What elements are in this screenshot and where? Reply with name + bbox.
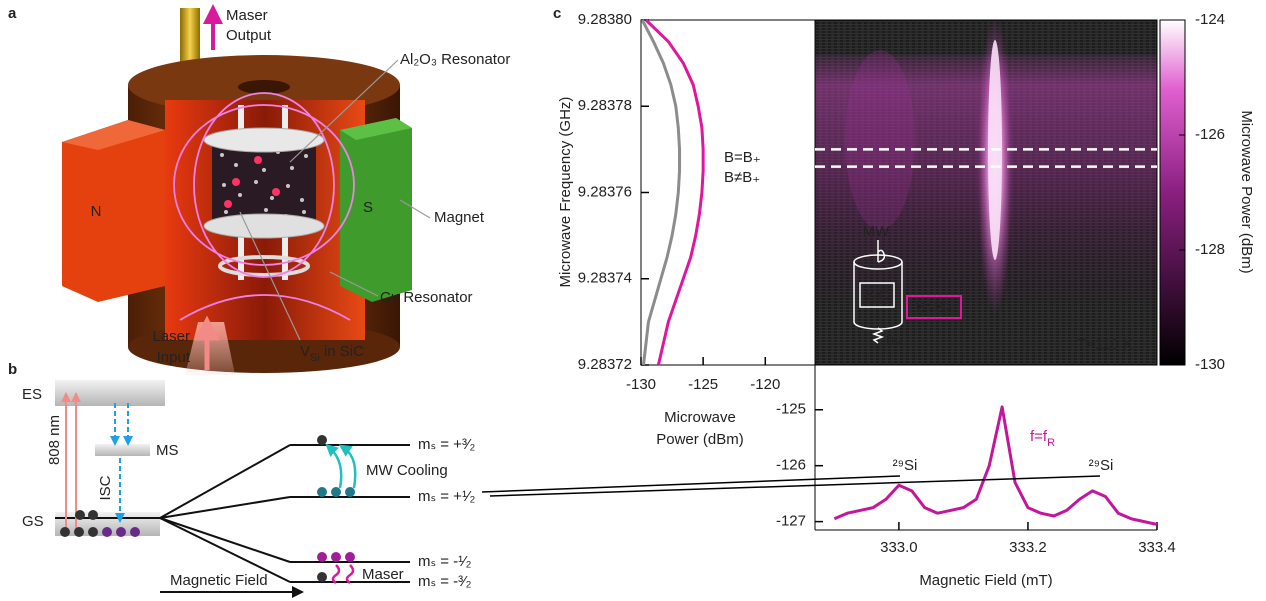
y-tick-label: -127 <box>776 513 806 530</box>
peak-label-sub: R <box>1047 437 1055 449</box>
level-label: mₛ = -¹⁄₂ <box>418 553 472 570</box>
annotation: ²⁹Si <box>893 457 918 474</box>
inset-mw: MW <box>863 223 890 240</box>
colorbar <box>1159 19 1186 366</box>
wavelength-label: 808 nm <box>46 415 63 465</box>
panel-label: c <box>553 5 561 22</box>
x-tick-label: 333.0 <box>880 539 918 556</box>
data-line <box>644 18 705 366</box>
x-tick-label: -120 <box>750 376 780 393</box>
x-axis-title: Magnetic Field (mT) <box>919 572 1052 589</box>
x-tick-label: -130 <box>626 376 656 393</box>
maser-output-label: Output <box>226 27 272 44</box>
legend-entry: B≠B₊ <box>724 169 760 186</box>
annotation: ²⁹Si <box>1089 457 1114 474</box>
level-label: mₛ = -³⁄₂ <box>418 573 472 590</box>
colorbar-tick-label: -126 <box>1195 126 1225 143</box>
maser-output-label: Maser <box>226 7 268 24</box>
es-label: ES <box>22 386 42 403</box>
vsi-label-sub: Si <box>310 352 320 364</box>
panel-label: b <box>8 361 17 378</box>
maser-label: Maser <box>362 566 404 583</box>
ms-label: MS <box>156 442 179 459</box>
y-tick-label: 9.28378 <box>578 97 632 114</box>
resonator-label: Al₂O₃ Resonator <box>400 51 510 68</box>
temperature-label: T=110 K <box>1077 336 1133 353</box>
panel-label: a <box>8 5 17 22</box>
colorbar-title: Microwave Power (dBm) <box>1238 110 1255 273</box>
inset-photon: hν <box>886 332 902 349</box>
x-axis-title: Power (dBm) <box>656 431 744 448</box>
panel-a-art <box>62 4 431 375</box>
magnet-s: S <box>363 199 373 216</box>
x-tick-label: -125 <box>688 376 718 393</box>
y-axis-title: Microwave Frequency (GHz) <box>557 97 574 288</box>
peak-label: f=fR <box>1030 428 1055 449</box>
isc-label: ISC <box>97 475 114 500</box>
annotation-pointer <box>489 475 1101 497</box>
data-line <box>640 19 682 366</box>
level-label: mₛ = +¹⁄₂ <box>418 488 475 505</box>
x-tick-label: 333.2 <box>1009 539 1047 556</box>
magnet-n: N <box>91 203 102 220</box>
vsi-label-main: V <box>300 343 310 360</box>
x-axis-title: Microwave <box>664 409 736 426</box>
y-tick-label: 9.28376 <box>578 183 632 200</box>
y-tick-label: 9.28372 <box>578 356 632 373</box>
y-tick-label: 9.28374 <box>578 270 632 287</box>
level-label: mₛ = +³⁄₂ <box>418 436 475 453</box>
gs-label: GS <box>22 513 44 530</box>
colorbar-tick-label: -124 <box>1195 11 1225 28</box>
laser-input-label: Laser <box>152 328 190 345</box>
legend-entry: B=B₊ <box>724 149 761 166</box>
inset-field: B=B₊ <box>916 299 953 316</box>
peak-label-main: f=f <box>1030 428 1048 445</box>
heatmap-image <box>815 15 1157 365</box>
y-tick-label: -125 <box>776 401 806 418</box>
inset-schematic <box>853 240 962 344</box>
panel-b-art <box>55 380 410 598</box>
vsi-label-rest: in SiC <box>320 343 364 360</box>
colorbar-tick-label: -128 <box>1195 241 1225 258</box>
x-tick-label: 333.4 <box>1138 539 1176 556</box>
data-line <box>833 405 1158 526</box>
colorbar-tick-label: -130 <box>1195 356 1225 373</box>
inset-sic: SiC <box>865 287 889 304</box>
annotation-pointer <box>481 475 901 493</box>
y-tick-label: -126 <box>776 457 806 474</box>
magnetic-field-label: Magnetic Field <box>170 572 268 589</box>
vsi-label: VSi in SiC <box>300 343 364 364</box>
mw-cooling-label: MW Cooling <box>366 462 448 479</box>
magnet-label: Magnet <box>434 209 485 226</box>
laser-input-label: Input <box>157 349 191 366</box>
cu-resonator-label: Cu Resonator <box>380 289 473 306</box>
y-tick-label: 9.28380 <box>578 11 632 28</box>
